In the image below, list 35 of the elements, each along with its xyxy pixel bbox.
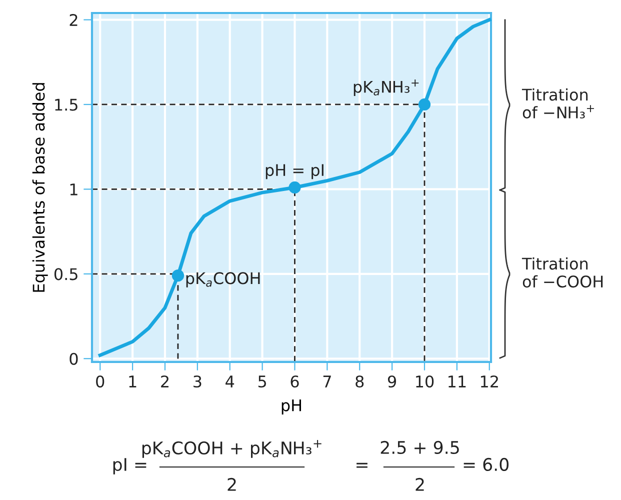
text: 2 — [228, 478, 236, 491]
x-tick-label: 0 — [96, 375, 104, 388]
text: = — [356, 462, 368, 468]
text: = 6.0 — [464, 458, 509, 472]
x-tick-label: 12 — [480, 375, 498, 388]
x-tick-label: 2 — [161, 375, 168, 388]
annotation: pH = pI — [266, 164, 324, 180]
y-axis-title: Equivalents of base added — [32, 83, 48, 292]
x-tick-label: 7 — [323, 376, 331, 388]
text: Titration of −COOH — [522, 257, 603, 288]
y-tick-label: 0 — [70, 352, 78, 365]
y-tick-label: 2 — [70, 14, 78, 26]
x-axis-title: pH — [282, 399, 302, 414]
x-tick-label: 8 — [356, 375, 364, 388]
y-tick-label: 1 — [70, 184, 78, 196]
point — [418, 98, 431, 111]
text: Titration of −NH₃$^{+}$ — [522, 88, 594, 118]
y-tick-label: 0.5 — [54, 268, 78, 280]
x-tick-label: 3 — [194, 375, 202, 388]
x-tick-label: 4 — [226, 376, 234, 388]
point — [172, 270, 184, 282]
x-tick-label: 9 — [388, 375, 396, 388]
y-tick-label: 1.5 — [55, 98, 78, 111]
point — [288, 181, 301, 194]
text: 2.5 + 9.5 — [380, 440, 459, 454]
x-tick-label: 1 — [129, 376, 136, 388]
text: pK$_{a}$COOH + pK$_{a}$NH₃$^{+}$ — [142, 440, 322, 458]
x-tick-label: 10 — [416, 375, 434, 388]
text: 2 — [416, 478, 424, 491]
annotation: pK$_{a}$COOH — [186, 272, 260, 288]
x-tick-label: 5 — [258, 376, 266, 388]
x-tick-label: 11 — [448, 376, 466, 388]
x-tick-label: 6 — [290, 375, 299, 388]
text: pI = — [113, 458, 146, 474]
annotation: pK$_{a}$NH₃$^{+}$ — [354, 80, 419, 96]
